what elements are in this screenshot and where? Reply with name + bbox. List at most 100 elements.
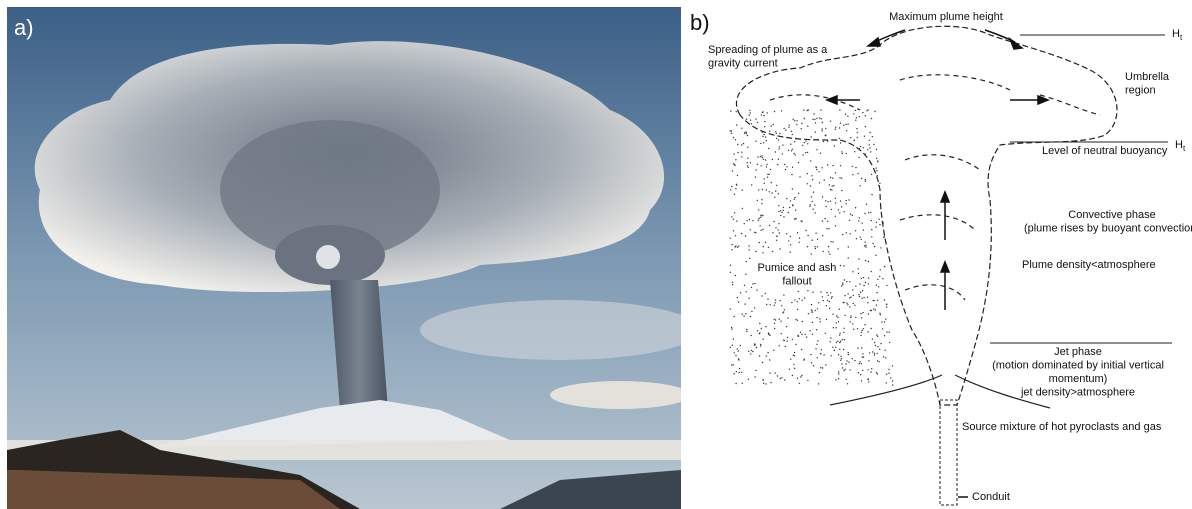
dot — [870, 309, 873, 312]
dot — [877, 278, 879, 280]
h: H — [1172, 28, 1180, 40]
dot — [789, 251, 791, 253]
panel-label: a) — [14, 15, 34, 40]
dot — [778, 210, 780, 213]
dot — [868, 212, 870, 214]
dot — [858, 220, 860, 222]
dot — [820, 349, 822, 351]
dot — [730, 110, 732, 112]
dot — [867, 277, 870, 279]
dot — [736, 174, 739, 177]
dot — [806, 109, 808, 112]
dot — [871, 193, 873, 196]
dot — [860, 177, 863, 180]
dot — [781, 305, 783, 307]
dot — [781, 153, 783, 155]
dot — [807, 143, 809, 145]
photo — [7, 7, 681, 509]
dot — [779, 248, 781, 250]
dot — [760, 214, 762, 216]
dot — [731, 216, 733, 218]
dot — [841, 189, 843, 192]
dot — [734, 164, 736, 167]
dot — [854, 151, 856, 153]
dot — [746, 328, 748, 331]
dot — [882, 222, 885, 224]
dot — [775, 131, 777, 133]
dot — [856, 131, 858, 134]
dot — [814, 122, 817, 124]
dot — [795, 318, 797, 321]
dot — [822, 140, 825, 143]
height-label: Ht — [1175, 139, 1186, 153]
dot — [778, 205, 780, 207]
turbulence — [769, 74, 1101, 301]
dot — [775, 137, 778, 140]
dot — [784, 379, 786, 381]
dot — [735, 382, 737, 385]
dot — [793, 367, 796, 370]
dot — [822, 299, 824, 302]
dot — [852, 294, 854, 296]
annotation: Plume density<atmosphere — [1022, 259, 1156, 271]
dot — [801, 122, 803, 125]
dot — [737, 151, 739, 154]
dot — [761, 156, 763, 159]
dot — [827, 164, 829, 166]
dot — [811, 239, 813, 241]
dot — [834, 215, 836, 217]
dot — [796, 301, 798, 303]
dot — [801, 320, 803, 323]
dot — [835, 346, 837, 348]
dot — [787, 317, 789, 319]
dot — [831, 185, 833, 187]
dot — [847, 351, 849, 354]
dot — [816, 246, 819, 248]
dot — [755, 118, 757, 120]
dot — [868, 144, 870, 146]
dot — [864, 281, 867, 284]
dot — [874, 344, 877, 347]
dot — [778, 148, 780, 150]
dot — [748, 297, 750, 299]
dot — [875, 221, 878, 223]
dot — [783, 216, 785, 218]
dot — [745, 118, 748, 120]
dot — [855, 166, 857, 169]
dot — [872, 242, 874, 245]
dot — [843, 327, 845, 329]
dot — [831, 296, 833, 298]
dot — [804, 333, 806, 336]
dot — [842, 348, 845, 351]
dot — [837, 321, 840, 323]
dot — [850, 315, 852, 317]
dot — [773, 220, 775, 223]
dot — [735, 354, 737, 357]
dot — [732, 137, 735, 139]
dot — [820, 109, 822, 111]
dot — [762, 158, 765, 161]
dot — [885, 382, 887, 384]
dot — [821, 121, 824, 124]
dot — [845, 152, 847, 155]
dot — [750, 349, 753, 352]
dot — [749, 257, 751, 259]
dot — [760, 142, 762, 145]
dot — [845, 232, 847, 234]
dot — [834, 128, 836, 130]
dot — [890, 377, 892, 379]
dot — [797, 290, 799, 293]
dot — [843, 124, 845, 126]
dot — [731, 243, 733, 246]
dot — [796, 308, 799, 311]
dot — [839, 264, 842, 267]
dot — [886, 306, 888, 308]
dot — [869, 147, 871, 149]
dot — [875, 148, 878, 151]
dot — [740, 232, 743, 235]
dot — [835, 327, 837, 329]
dot — [832, 313, 834, 315]
dot — [862, 276, 865, 279]
dot — [806, 151, 809, 154]
dot — [851, 165, 853, 168]
